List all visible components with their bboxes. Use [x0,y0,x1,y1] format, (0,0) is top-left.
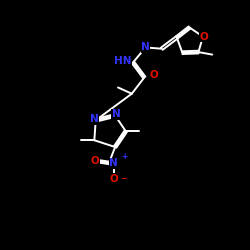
Text: O: O [110,174,118,184]
Text: HN: HN [114,56,132,66]
Text: N: N [110,158,118,168]
Text: N: N [112,109,121,119]
Text: −: − [120,174,127,183]
Text: N: N [141,42,150,52]
Text: O: O [150,70,158,81]
Text: +: + [121,152,127,161]
Text: O: O [91,156,100,166]
Text: N: N [90,114,99,124]
Text: O: O [200,32,208,42]
